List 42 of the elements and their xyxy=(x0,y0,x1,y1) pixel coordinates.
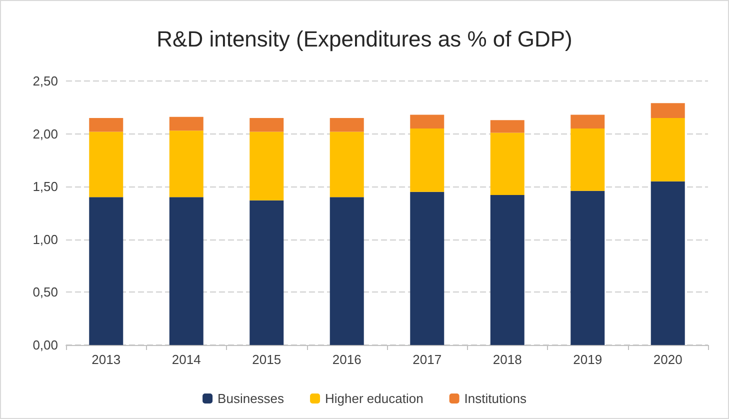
bar xyxy=(250,132,284,200)
bar xyxy=(410,114,444,129)
x-tick-label: 2018 xyxy=(492,352,522,367)
bar xyxy=(410,192,444,345)
y-tick-label: 1,00 xyxy=(32,232,58,247)
bar xyxy=(650,118,685,182)
bar xyxy=(490,195,524,345)
y-tick-label: 2,50 xyxy=(32,74,58,88)
bar xyxy=(650,181,685,345)
x-tick-label: 2013 xyxy=(92,352,121,367)
x-tick-label: 2017 xyxy=(412,352,442,367)
x-tick-label: 2015 xyxy=(252,352,282,367)
x-tick-label: 2016 xyxy=(332,352,362,367)
y-tick-label: 0,50 xyxy=(32,284,58,300)
bar xyxy=(490,132,524,196)
bar xyxy=(330,118,364,132)
bar xyxy=(250,200,284,345)
x-tick-label: 2020 xyxy=(653,352,682,367)
x-tick-label: 2014 xyxy=(172,352,201,367)
y-tick-label: 1,50 xyxy=(32,179,58,194)
bar xyxy=(330,132,364,198)
bar xyxy=(169,116,204,131)
bar xyxy=(570,190,605,345)
bar xyxy=(410,128,444,192)
bar xyxy=(650,103,685,118)
bar xyxy=(570,128,605,191)
legend-label: Institutions xyxy=(464,391,527,406)
y-tick-label: 0,00 xyxy=(32,338,58,352)
bar xyxy=(89,118,124,132)
bar xyxy=(330,197,364,345)
bar xyxy=(490,120,524,133)
bar xyxy=(89,197,124,345)
legend-label: Higher education xyxy=(325,391,424,406)
bar xyxy=(89,132,124,198)
bar xyxy=(570,114,605,129)
bar xyxy=(169,197,204,345)
chart-title: R&D intensity (Expenditures as % of GDP) xyxy=(156,26,572,52)
x-tick-label: 2019 xyxy=(573,352,602,367)
bar xyxy=(169,130,204,198)
legend-label: Businesses xyxy=(218,391,285,406)
bar xyxy=(250,118,284,132)
y-tick-label: 2,00 xyxy=(32,126,58,142)
